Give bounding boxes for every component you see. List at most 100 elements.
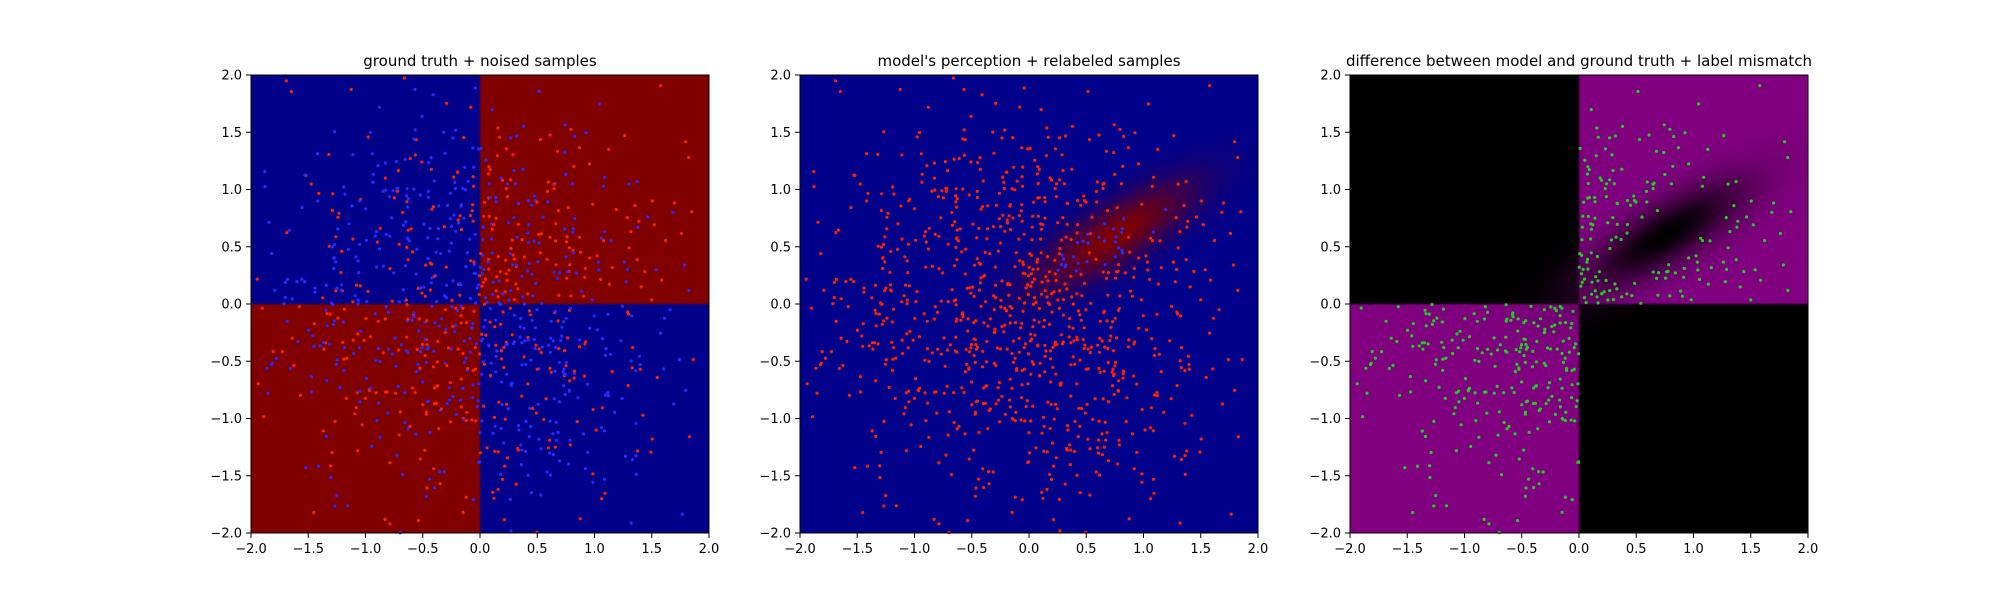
data-point — [1152, 353, 1156, 358]
data-point — [904, 391, 908, 395]
data-point — [1048, 357, 1053, 361]
data-point — [482, 214, 486, 218]
data-point — [436, 339, 440, 343]
data-point — [1079, 272, 1083, 276]
data-point — [397, 433, 401, 437]
data-point — [295, 280, 299, 284]
data-point — [597, 268, 601, 272]
data-point — [552, 270, 556, 274]
data-point — [426, 236, 430, 240]
data-point — [1147, 102, 1151, 106]
data-point — [592, 314, 596, 318]
data-point — [991, 470, 995, 474]
data-point — [1022, 301, 1027, 305]
data-point — [363, 396, 367, 400]
data-point — [263, 185, 267, 189]
data-point — [1647, 133, 1651, 137]
data-point — [406, 197, 410, 201]
data-point — [1550, 324, 1554, 329]
x-tick-label: −0.5 — [407, 542, 439, 557]
data-point — [1127, 235, 1131, 239]
data-point — [1034, 300, 1038, 305]
data-point — [364, 317, 368, 321]
data-point — [1771, 201, 1776, 205]
data-point — [1120, 230, 1124, 234]
data-point — [336, 215, 340, 219]
data-point — [1115, 270, 1119, 274]
data-point — [444, 327, 448, 331]
data-point — [951, 76, 955, 80]
data-point — [1053, 272, 1057, 276]
data-point — [1387, 366, 1391, 371]
data-point — [1522, 448, 1526, 452]
data-point — [1437, 385, 1441, 389]
data-point — [1065, 287, 1069, 291]
data-point — [1163, 207, 1167, 212]
data-point — [499, 472, 503, 477]
data-point — [426, 189, 430, 193]
data-point — [491, 431, 495, 435]
data-point — [398, 410, 402, 414]
data-point — [969, 343, 974, 347]
data-point — [965, 519, 970, 523]
data-point — [1549, 305, 1553, 309]
data-point — [1458, 329, 1462, 333]
data-point — [986, 427, 990, 431]
data-point — [568, 443, 572, 447]
data-point — [1097, 366, 1101, 370]
data-point — [1475, 347, 1480, 351]
data-point — [1469, 444, 1473, 449]
data-point — [867, 344, 871, 348]
data-point — [274, 356, 278, 360]
data-point — [1487, 522, 1491, 526]
data-point — [322, 347, 326, 351]
data-point — [1580, 225, 1584, 229]
data-point — [1468, 386, 1472, 390]
data-point — [1463, 377, 1468, 381]
data-point — [995, 346, 1000, 350]
data-point — [1175, 267, 1179, 271]
data-point — [1695, 260, 1699, 264]
data-point — [1000, 394, 1004, 398]
data-point — [610, 266, 614, 270]
data-point — [1000, 324, 1004, 329]
data-point — [316, 464, 321, 468]
data-point — [1149, 236, 1153, 240]
data-point — [937, 267, 941, 271]
data-point — [1615, 222, 1619, 226]
data-point — [588, 162, 592, 166]
data-point — [1682, 275, 1686, 279]
data-point — [1051, 345, 1055, 349]
data-point — [968, 286, 972, 290]
x-tick-label: −0.5 — [1506, 542, 1538, 557]
data-point — [339, 283, 344, 287]
data-point — [366, 289, 370, 294]
data-point — [1115, 336, 1119, 340]
data-point — [1204, 375, 1208, 380]
data-point — [350, 204, 354, 208]
data-point — [505, 343, 509, 347]
data-point — [288, 366, 292, 371]
data-point — [985, 227, 990, 231]
data-point — [1573, 419, 1577, 423]
data-point — [573, 134, 577, 139]
data-point — [342, 368, 346, 372]
subplot-2-background-field — [800, 75, 1258, 533]
data-point — [1109, 325, 1113, 329]
data-point — [988, 317, 993, 321]
data-point — [384, 188, 388, 192]
data-point — [1117, 438, 1121, 442]
data-point — [853, 466, 857, 470]
data-point — [920, 172, 924, 176]
data-point — [1048, 472, 1052, 477]
data-point — [338, 385, 342, 389]
data-point — [566, 336, 570, 340]
data-point — [927, 435, 931, 439]
data-point — [1579, 272, 1584, 276]
data-point — [1176, 182, 1180, 186]
data-point — [327, 342, 331, 346]
data-point — [539, 351, 543, 355]
data-point — [1121, 372, 1125, 376]
data-point — [284, 79, 288, 83]
data-point — [1565, 366, 1569, 371]
